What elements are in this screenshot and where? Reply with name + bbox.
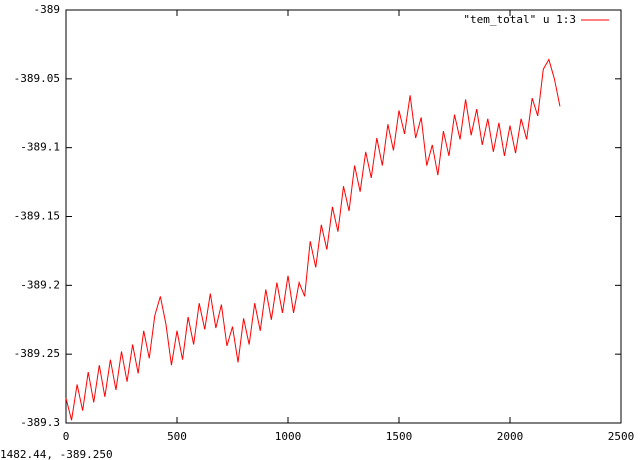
data-line <box>65 58 561 421</box>
y-tick-label: -389.25 <box>14 347 60 360</box>
y-tick-label: -389.2 <box>20 278 60 291</box>
y-tick-label: -389.05 <box>14 72 60 85</box>
x-tick-label: 2500 <box>608 430 635 443</box>
x-tick-label: 500 <box>167 430 187 443</box>
legend-label: "tem_total" u 1:3 <box>463 13 576 26</box>
x-tick-label: 2000 <box>497 430 524 443</box>
x-tick-label: 1000 <box>275 430 302 443</box>
y-tick-label: -389 <box>34 3 61 16</box>
status-text: 1482.44, -389.250 <box>0 448 113 460</box>
x-tick-label: 0 <box>63 430 70 443</box>
x-tick-label: 1500 <box>386 430 413 443</box>
y-tick-label: -389.15 <box>14 210 60 223</box>
y-tick-label: -389.3 <box>20 416 60 429</box>
y-tick-label: -389.1 <box>20 141 60 154</box>
